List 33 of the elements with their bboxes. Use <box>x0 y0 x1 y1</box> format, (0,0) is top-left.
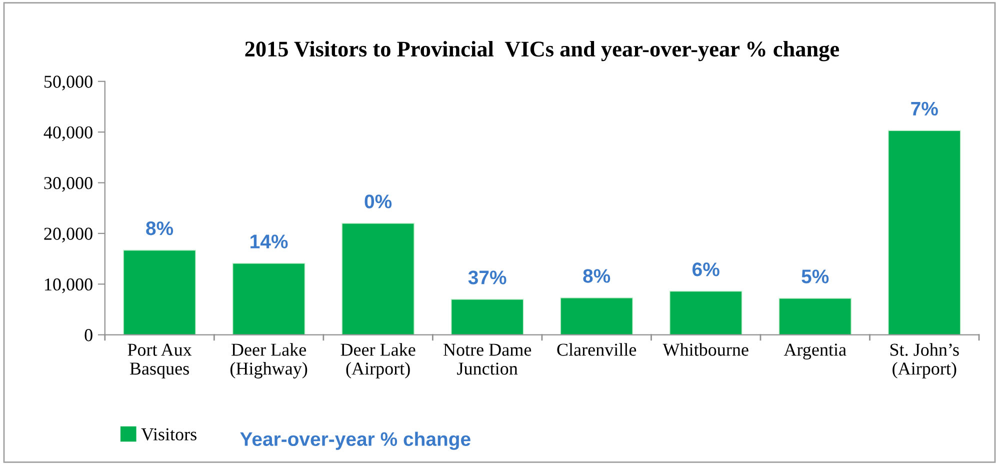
x-tick-label: Port Aux Basques <box>128 344 192 378</box>
y-tick-label: 50,000 <box>44 76 92 90</box>
y-tick-label: 30,000 <box>44 177 92 192</box>
annotation: 6% <box>692 262 720 276</box>
bar <box>123 250 196 335</box>
x-tick-label: Notre Dame Junction <box>443 344 532 375</box>
bar <box>342 222 415 335</box>
bar <box>232 262 306 335</box>
bar <box>888 130 961 335</box>
x-tick-label: Clarenville <box>557 343 636 356</box>
x-tick-label: Deer Lake (Airport) <box>340 343 416 378</box>
bar <box>778 298 852 335</box>
y-tick-label: 10,000 <box>45 278 92 294</box>
annotation: 0% <box>364 194 392 208</box>
annotation: 14% <box>250 234 288 248</box>
y-tick-label: 20,000 <box>44 228 92 242</box>
x-tick-label: Whitbourne <box>662 343 748 356</box>
x-tick-label: Argentia <box>784 344 846 360</box>
text: Year-over-year % change <box>240 432 470 450</box>
annotation: 8% <box>583 269 610 283</box>
legend-label: Visitors <box>141 428 196 441</box>
y-tick-label: 0 <box>84 329 92 342</box>
annotation: 37% <box>468 270 506 284</box>
bar <box>560 297 634 335</box>
annotation: 8% <box>146 221 174 236</box>
annotation: 7% <box>911 102 938 116</box>
chart-title: 2015 Visitors to Provincial VICs and year-over-year % change <box>245 40 839 62</box>
bar <box>450 298 524 335</box>
x-tick-label: Deer Lake (Highway) <box>230 343 308 378</box>
bar <box>669 290 742 335</box>
y-tick-label: 40,000 <box>44 126 92 142</box>
annotation: 5% <box>802 270 829 284</box>
x-tick-label: St. John’s (Airport) <box>890 343 959 378</box>
